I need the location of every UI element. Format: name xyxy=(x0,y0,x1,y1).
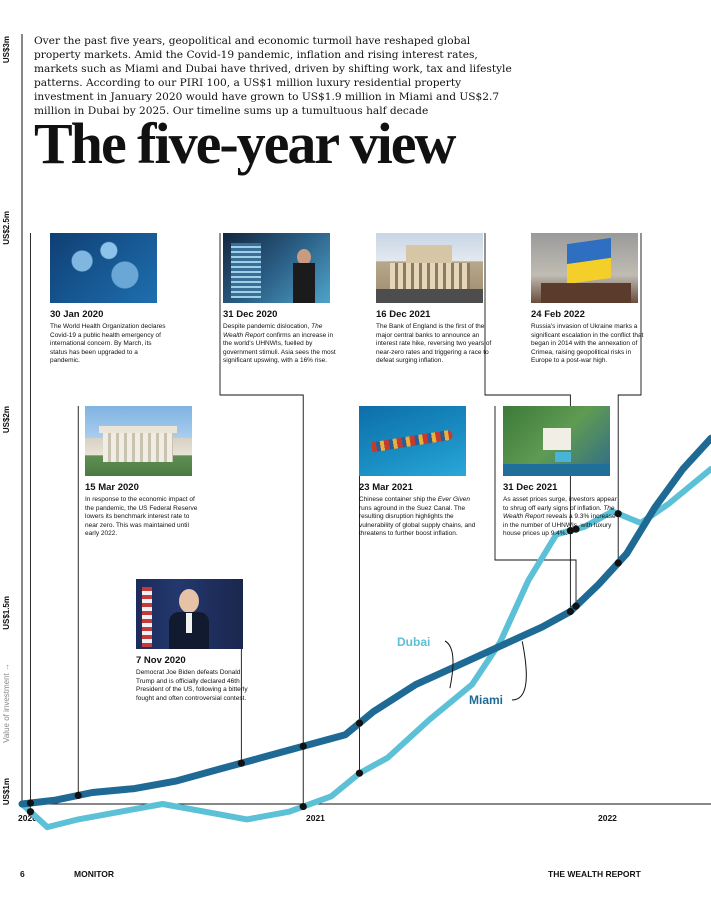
event-date: 24 Feb 2022 xyxy=(531,309,585,320)
event-card-us-election: 7 Nov 2020 Democrat Joe Biden defeats Do… xyxy=(136,579,254,703)
event-marker xyxy=(26,799,35,807)
event-date: 31 Dec 2020 xyxy=(223,309,278,320)
event-date: 15 Mar 2020 xyxy=(85,482,139,493)
bank-of-england-image xyxy=(376,233,483,303)
dubai-series-line xyxy=(19,466,711,831)
event-card-fed-rate: 15 Mar 2020 In response to the economic … xyxy=(85,406,203,539)
ukraine-flag-image xyxy=(531,233,638,303)
event-card-ukraine: 24 Feb 2022 Russia's invasion of Ukraine… xyxy=(531,233,649,366)
annotation-arrow xyxy=(511,641,527,701)
x-tick-label-2021: 2021 xyxy=(306,813,325,823)
federal-reserve-image xyxy=(85,406,192,476)
event-date: 30 Jan 2020 xyxy=(50,309,104,320)
event-marker xyxy=(566,527,574,535)
miami-series-label: Miami xyxy=(469,693,503,707)
event-marker xyxy=(355,719,364,727)
event-card-suez: 23 Mar 2021 Chinese container ship the E… xyxy=(359,406,477,539)
annotation-arrow xyxy=(444,640,454,689)
event-description: In response to the economic impact of th… xyxy=(85,496,198,538)
president-speech-image xyxy=(136,579,243,649)
event-marker xyxy=(26,808,35,816)
event-marker xyxy=(572,525,580,533)
intro-paragraph: Over the past five years, geopolitical a… xyxy=(34,35,512,117)
event-marker xyxy=(614,510,622,518)
series-lines xyxy=(18,434,711,831)
event-marker xyxy=(355,769,364,777)
event-description: Despite pandemic dislocation, The Wealth… xyxy=(223,323,336,365)
event-date: 31 Dec 2021 xyxy=(503,482,558,493)
event-card-uhnwi-2021: 31 Dec 2021 As asset prices surge, inves… xyxy=(503,406,621,539)
event-connector-line xyxy=(484,233,571,612)
event-description: The Bank of England is the first of the … xyxy=(376,323,492,365)
publication-name: THE WEALTH REPORT xyxy=(548,869,641,879)
event-markers xyxy=(26,510,622,816)
event-marker xyxy=(299,802,307,811)
event-date: 16 Dec 2021 xyxy=(376,309,431,320)
luxury-estate-image xyxy=(503,406,610,476)
city-woman-image xyxy=(223,233,330,303)
event-marker xyxy=(614,559,622,567)
page-number: 6 xyxy=(20,869,25,879)
event-marker xyxy=(74,791,82,800)
event-marker xyxy=(566,607,574,616)
event-description: As asset prices surge, investors appear … xyxy=(503,496,617,538)
event-marker xyxy=(299,742,307,750)
dubai-series-label: Dubai xyxy=(397,635,430,649)
x-tick-label-2022: 2022 xyxy=(598,813,617,823)
container-ship-image xyxy=(359,406,466,476)
miami-series-line xyxy=(18,434,711,808)
series-annotations: Dubai Miami xyxy=(397,635,527,707)
event-date: 23 Mar 2021 xyxy=(359,482,413,493)
event-marker xyxy=(572,602,580,610)
event-date: 7 Nov 2020 xyxy=(136,655,186,666)
event-card-uhnwi-2020: 31 Dec 2020 Despite pandemic dislocation… xyxy=(223,233,341,366)
event-card-covid: 30 Jan 2020 The World Health Organizatio… xyxy=(50,233,168,366)
event-description: Democrat Joe Biden defeats Donald Trump … xyxy=(136,669,248,702)
event-description: Chinese container ship the Ever Given ru… xyxy=(359,496,476,538)
x-tick-label-2020: 2020 xyxy=(18,813,37,823)
page-headline: The five-year view xyxy=(34,111,456,176)
section-label: MONITOR xyxy=(74,869,114,879)
event-description: Russia's invasion of Ukraine marks a sig… xyxy=(531,323,644,365)
virus-image xyxy=(50,233,157,303)
event-connector-line xyxy=(617,233,642,563)
event-card-boe-hike: 16 Dec 2021 The Bank of England is the f… xyxy=(376,233,494,366)
event-connector-line xyxy=(494,406,577,607)
event-marker xyxy=(237,759,245,767)
event-connector-line xyxy=(219,233,304,807)
event-description: The World Health Organization declares C… xyxy=(50,323,166,365)
